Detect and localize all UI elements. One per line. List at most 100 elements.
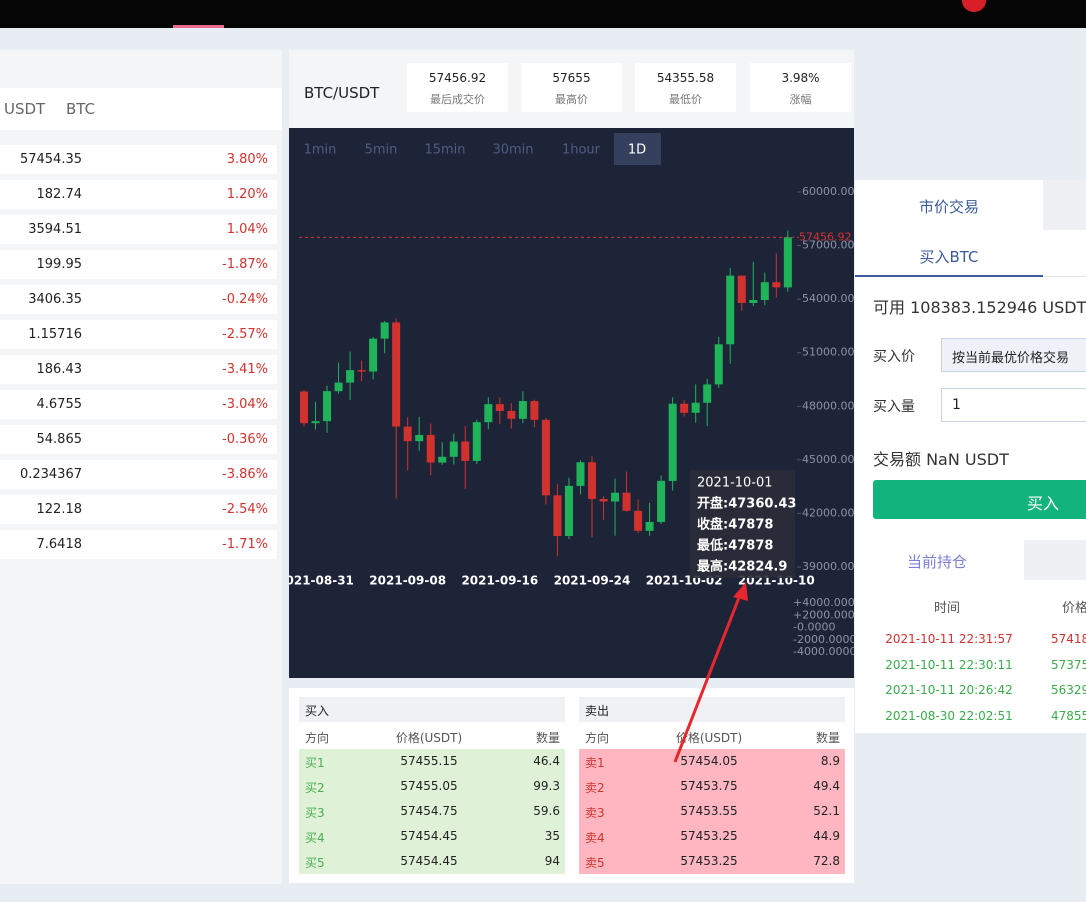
candle-body: [392, 322, 401, 427]
candle-body: [657, 480, 666, 522]
y-tick-label: 51000.00: [802, 346, 854, 359]
y-tick-label: 60000.00: [802, 185, 854, 198]
candle-body: [599, 498, 608, 502]
interval-button[interactable]: 30min: [492, 143, 533, 158]
price: 186.43: [36, 362, 83, 377]
tooltip: [690, 470, 795, 578]
book-row: 卖1 57454.05 8.9: [579, 749, 845, 774]
market-row[interactable]: 4.6755 -3.04%: [0, 390, 277, 419]
candle-body: [726, 275, 735, 345]
candle-body: [541, 419, 550, 496]
tooltip-line: 最高:42824.9: [697, 559, 787, 575]
tab-bg: [1024, 540, 1086, 580]
change: 3.80%: [226, 152, 268, 167]
market-row[interactable]: 182.74 1.20%: [0, 180, 277, 209]
stat-box: 57456.92 最后成交价: [407, 63, 508, 112]
y-tick-label: 45000.00: [802, 453, 854, 466]
candle-body: [357, 370, 366, 372]
interval-button[interactable]: 1D: [628, 143, 646, 158]
candle-body: [622, 492, 631, 511]
book-title-bar: 卖出: [579, 697, 845, 722]
quantity: 46.4: [533, 754, 560, 768]
side: 卖4: [585, 831, 605, 845]
stat-box: 57655 最高价: [521, 63, 622, 112]
market-row[interactable]: 1.15716 -2.57%: [0, 320, 277, 349]
price: 57453.25: [680, 829, 738, 843]
interval-button[interactable]: 5min: [365, 143, 398, 158]
change: -1.87%: [222, 257, 268, 272]
side: 买2: [305, 781, 325, 795]
interval-button[interactable]: 1hour: [562, 143, 601, 158]
market-row[interactable]: 3406.35 -0.24%: [0, 285, 277, 314]
candle-body: [783, 237, 792, 288]
price: 57454.45: [400, 829, 458, 843]
change: 1.20%: [226, 187, 268, 202]
quantity: 49.4: [813, 779, 840, 793]
change: -1.71%: [222, 537, 268, 552]
side: 卖1: [585, 756, 605, 770]
market-row[interactable]: 0.234367 -3.86%: [0, 460, 277, 489]
nav-icon: [962, 0, 986, 12]
subtab[interactable]: 买入BTC: [919, 248, 979, 266]
macd-tick-label: -2000.0000: [793, 633, 854, 646]
column-head: 价格: [1062, 601, 1086, 616]
candle-body: [472, 422, 481, 461]
column-head: 方向: [585, 731, 610, 745]
market-row[interactable]: 54.865 -0.36%: [0, 425, 277, 454]
candle-body: [576, 462, 585, 486]
change: 1.04%: [226, 222, 268, 237]
market-row[interactable]: 57454.35 3.80%: [0, 145, 277, 174]
candle-body: [668, 403, 677, 481]
position-price: 47855: [1051, 708, 1086, 723]
position-price: 57375: [1051, 657, 1086, 672]
candle-body: [369, 338, 378, 372]
market-row[interactable]: 199.95 -1.87%: [0, 250, 277, 279]
macd-tick-label: -4000.0000: [793, 645, 854, 658]
candle-body: [334, 382, 343, 392]
price: 199.95: [36, 257, 83, 272]
column-head: 数量: [815, 731, 840, 745]
column-head: 方向: [305, 731, 330, 745]
y-tick-label: 54000.00: [802, 292, 854, 305]
tab[interactable]: BTC: [66, 100, 96, 118]
quantity: 94: [544, 854, 560, 868]
amount-input[interactable]: 1: [941, 388, 1086, 422]
quantity: 35: [544, 829, 560, 843]
price: 7.6418: [36, 537, 83, 552]
book-row: 买1 57455.15 46.4: [299, 749, 565, 774]
price-input[interactable]: 按当前最优价格交易: [941, 338, 1086, 372]
book-row: 卖2 57453.75 49.4: [579, 774, 845, 799]
stat-value: 54355.58: [656, 71, 715, 85]
column-head: 时间: [934, 601, 961, 616]
candle-body: [634, 510, 643, 531]
candle-body: [323, 391, 332, 422]
interval-button[interactable]: 15min: [424, 143, 465, 158]
positions-tab[interactable]: 当前持仓: [907, 553, 968, 571]
quantity: 59.6: [533, 804, 560, 818]
total: 交易额 NaN USDT: [873, 450, 1009, 469]
tab[interactable]: USDT: [4, 100, 46, 118]
position-time: 2021-08-30 22:02:51: [885, 708, 1013, 723]
macd-tick-label: -0.0000: [793, 621, 835, 634]
y-tick-label: 48000.00: [802, 399, 854, 412]
candle-body: [415, 434, 424, 442]
market-row[interactable]: 122.18 -2.54%: [0, 495, 277, 524]
market-row[interactable]: 7.6418 -1.71%: [0, 530, 277, 559]
market-tabs: USDT BTC: [0, 88, 282, 130]
price: 57453.75: [680, 779, 738, 793]
price: 182.74: [36, 187, 83, 202]
market-row[interactable]: 186.43 -3.41%: [0, 355, 277, 384]
tab[interactable]: 市价交易: [918, 198, 979, 216]
position-price: 56329: [1051, 683, 1086, 697]
price: 3594.51: [28, 222, 82, 237]
candle-body: [438, 456, 447, 463]
market-row[interactable]: 3594.51 1.04%: [0, 215, 277, 244]
price: 57454.05: [680, 754, 738, 768]
candle-body: [611, 492, 620, 502]
stat-value: 3.98%: [781, 71, 820, 85]
stat-value: 57655: [552, 71, 591, 85]
interval-button[interactable]: 1min: [304, 143, 337, 158]
buy-button[interactable]: 买入: [873, 480, 1086, 519]
side: 买4: [305, 831, 325, 845]
